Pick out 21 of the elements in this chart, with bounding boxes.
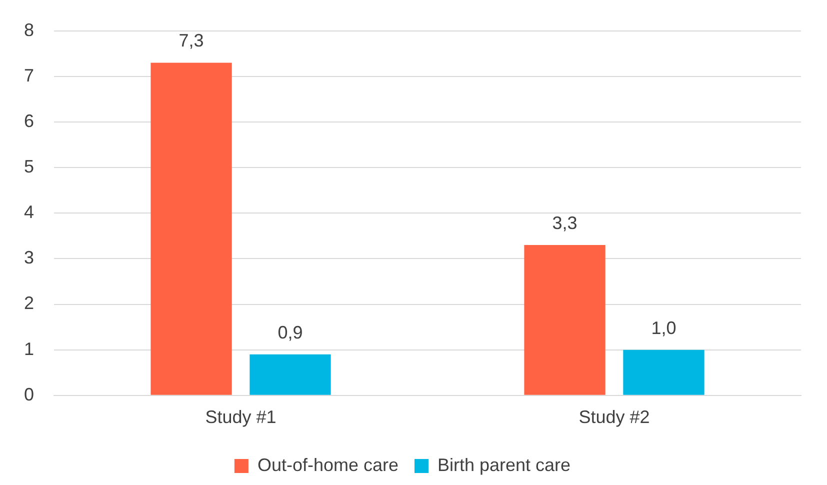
y-tick-label: 2	[24, 293, 34, 314]
legend-label: Out-of-home care	[257, 454, 398, 475]
y-tick-label: 0	[24, 384, 34, 404]
x-tick-label: Study #1	[205, 407, 276, 428]
bar	[623, 350, 704, 395]
y-tick-label: 5	[24, 156, 34, 176]
legend-label: Birth parent care	[437, 454, 571, 475]
y-tick-label: 4	[24, 202, 34, 222]
y-tick-label: 1	[24, 338, 34, 359]
bar	[250, 354, 331, 395]
y-tick-label: 7	[24, 65, 34, 86]
x-tick-label: Study #2	[578, 407, 650, 428]
data-label: 1,0	[651, 318, 676, 338]
data-label: 7,3	[178, 30, 204, 51]
y-tick-label: 6	[24, 110, 34, 131]
data-label: 3,3	[552, 212, 578, 233]
bar	[524, 245, 606, 395]
bar	[150, 62, 232, 395]
y-tick-label: 3	[24, 248, 34, 268]
y-tick-label: 8	[24, 20, 34, 40]
data-label: 0,9	[278, 322, 303, 342]
